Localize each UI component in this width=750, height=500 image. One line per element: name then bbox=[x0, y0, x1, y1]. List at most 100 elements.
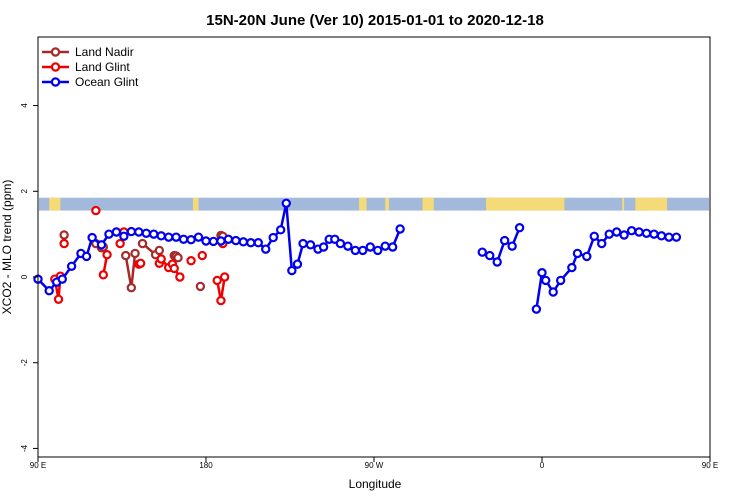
ocean-glint-point bbox=[641, 228, 652, 238]
ocean-glint-point bbox=[582, 251, 592, 262]
ocean-glint-point bbox=[292, 259, 303, 269]
land-nadir-point bbox=[137, 238, 148, 249]
ocean-glint-point bbox=[589, 231, 599, 241]
land-glint-point bbox=[91, 205, 101, 216]
chart-title: 15N-20N June (Ver 10) 2015-01-01 to 2020… bbox=[206, 12, 544, 29]
ocean-glint-point bbox=[671, 232, 682, 242]
ocean-glint-point bbox=[186, 235, 196, 245]
ocean-glint-point bbox=[231, 235, 241, 246]
ocean-glint-point bbox=[358, 245, 368, 256]
ocean-glint-point bbox=[507, 241, 517, 251]
ocean-glint-point bbox=[201, 236, 211, 246]
land-glint-point bbox=[53, 294, 64, 304]
ocean-glint-point bbox=[208, 236, 219, 247]
ocean-glint-point bbox=[96, 240, 107, 250]
ocean-glint-point bbox=[87, 232, 97, 243]
y-tick-label: 0 bbox=[20, 274, 29, 279]
ocean-glint-point bbox=[178, 234, 189, 244]
ocean-glint-point bbox=[548, 287, 558, 297]
land-glint-point bbox=[169, 263, 179, 274]
ocean-glint-point bbox=[193, 232, 204, 242]
ocean-glint-point bbox=[149, 229, 159, 239]
legend-label-land-glint: Land Glint bbox=[75, 60, 130, 74]
ocean-glint-point bbox=[555, 275, 566, 286]
ocean-glint-point bbox=[126, 226, 137, 237]
y-tick-label: 4 bbox=[20, 103, 29, 108]
ocean-glint-point bbox=[171, 232, 181, 242]
land-patch bbox=[486, 197, 565, 211]
x-tick-label: 0 bbox=[540, 461, 545, 470]
x-tick-label: 90 W bbox=[365, 461, 384, 470]
ocean-glint-point bbox=[119, 231, 129, 241]
ocean-glint-point bbox=[223, 234, 234, 244]
y-tick-label: 2 bbox=[20, 189, 29, 194]
series-ocean-glint bbox=[33, 198, 682, 314]
land-patch bbox=[192, 197, 199, 211]
land-glint-point bbox=[59, 238, 69, 249]
ocean-glint-point bbox=[318, 242, 329, 252]
ocean-glint-point bbox=[541, 275, 551, 286]
ocean-glint-point bbox=[246, 238, 256, 248]
y-tick-label: -4 bbox=[20, 444, 29, 452]
y-axis: -4 -2 0 2 4 bbox=[20, 103, 38, 452]
land-nadir-point bbox=[59, 230, 69, 240]
ocean-glint-point bbox=[287, 265, 297, 276]
land-glint-point bbox=[175, 272, 185, 282]
land-glint-point bbox=[135, 258, 146, 268]
ocean-glint-point bbox=[365, 242, 375, 252]
y-axis-label: XCO2 - MLO trend (ppm) bbox=[0, 180, 14, 315]
land-patch bbox=[385, 197, 389, 211]
ocean-glint-point bbox=[81, 251, 92, 262]
land-glint-point bbox=[156, 254, 166, 264]
x-tick-label: 180 bbox=[199, 461, 213, 470]
ocean-glint-point bbox=[634, 227, 644, 237]
ocean-glint-point bbox=[604, 229, 614, 239]
ocean-glint-point bbox=[275, 225, 286, 235]
x-tick-label: 90 E bbox=[702, 461, 718, 470]
ocean-glint-point bbox=[664, 232, 674, 242]
ocean-glint-point bbox=[619, 230, 629, 240]
land-glint-point bbox=[98, 270, 109, 280]
land-patch bbox=[622, 197, 625, 211]
ocean-glint-point bbox=[649, 229, 659, 239]
ocean-glint-point bbox=[373, 245, 383, 256]
ocean-glint-point bbox=[567, 262, 577, 273]
legend-marker-land-glint bbox=[50, 62, 61, 72]
land-glint-point bbox=[197, 250, 207, 261]
y-tick-label: -2 bbox=[20, 359, 29, 367]
ocean-glint-point bbox=[499, 235, 510, 246]
ocean-glint-point bbox=[104, 229, 114, 239]
legend-marker-ocean-glint bbox=[50, 77, 61, 87]
ocean-glint-point bbox=[380, 241, 390, 251]
ocean-glint-point bbox=[335, 238, 346, 249]
ocean-glint-point bbox=[216, 236, 226, 246]
ocean-glint-point bbox=[134, 227, 144, 237]
land-glint-point bbox=[219, 272, 230, 282]
land-patch bbox=[422, 197, 434, 211]
legend-label-ocean-glint: Ocean Glint bbox=[75, 75, 139, 89]
ocean-glint-point bbox=[156, 231, 166, 241]
ocean-glint-point bbox=[597, 238, 607, 249]
ocean-glint-point bbox=[268, 232, 278, 243]
ocean-glint-point bbox=[281, 198, 291, 208]
ocean-glint-line bbox=[535, 229, 677, 310]
land-glint-point bbox=[216, 295, 226, 306]
series-layer bbox=[33, 198, 682, 314]
ocean-glint-point bbox=[611, 227, 622, 237]
ocean-glint-point bbox=[514, 223, 525, 233]
ocean-glint-point bbox=[238, 237, 249, 247]
land-nadir-point bbox=[130, 248, 140, 259]
land-glint-point bbox=[212, 275, 222, 286]
ocean-glint-point bbox=[44, 286, 54, 296]
land-nadir-point bbox=[126, 283, 137, 293]
land-patch bbox=[359, 197, 367, 211]
x-tick-label: 90 E bbox=[30, 461, 46, 470]
ocean-glint-point bbox=[298, 238, 308, 249]
ocean-glint-point bbox=[66, 261, 77, 271]
land-nadir-point bbox=[154, 245, 165, 256]
ocean-glint-point bbox=[387, 242, 398, 252]
ocean-glint-point bbox=[531, 304, 542, 314]
land-glint-point bbox=[115, 238, 125, 249]
